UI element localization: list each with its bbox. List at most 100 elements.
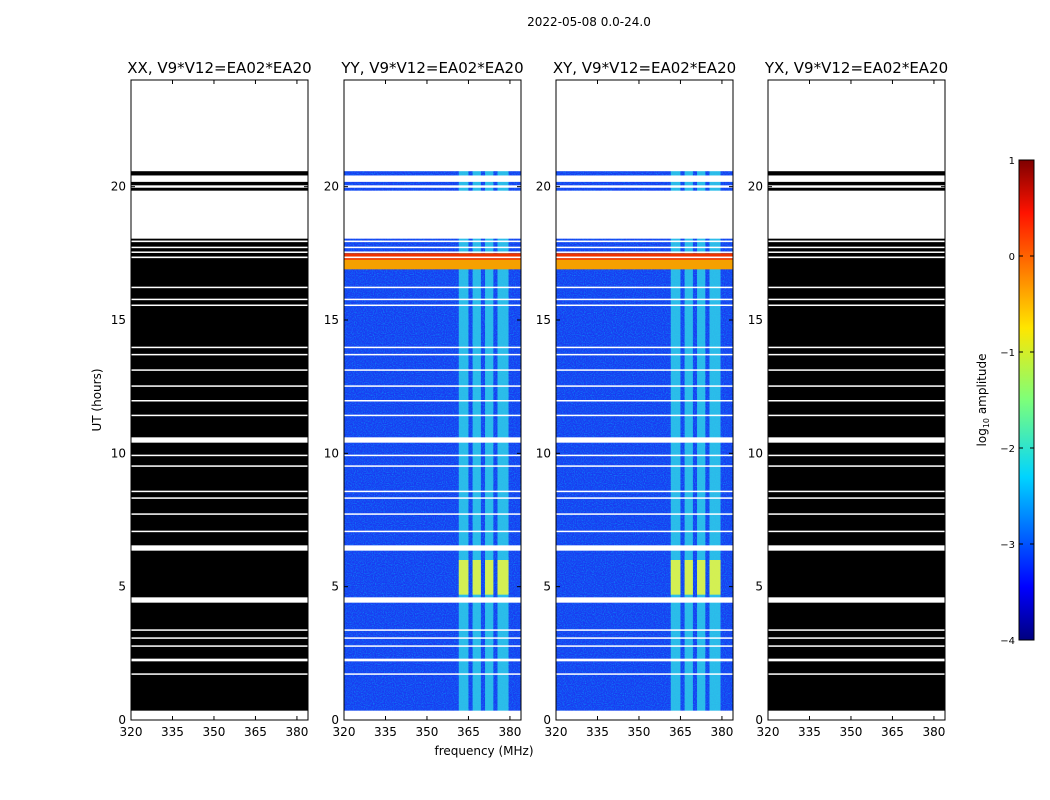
data-gap: [556, 385, 733, 387]
data-gap: [768, 251, 945, 253]
x-tick-label: 380: [498, 725, 521, 739]
x-tick-label: 380: [710, 725, 733, 739]
data-gap: [131, 513, 308, 515]
colorbar-tick-label: −3: [1000, 540, 1015, 551]
data-gap: [131, 414, 308, 417]
colorbar-tick-label: 1: [1009, 156, 1015, 167]
data-gap: [556, 286, 733, 289]
y-tick-label: 5: [543, 580, 551, 594]
panel-2: YY, V9*V12=EA02*EA20 320 335 350 365 380 0 5 10 1…: [324, 59, 524, 739]
colorbar-tick-label: 0: [1009, 252, 1015, 263]
data-gap: [344, 465, 521, 467]
data-gap: [131, 597, 308, 603]
data-gap: [768, 645, 945, 647]
data-gap: [344, 369, 521, 371]
data-gap: [131, 251, 308, 253]
y-tick-label: 15: [111, 313, 126, 327]
panel-image: [556, 80, 733, 720]
data-gap: [768, 710, 945, 720]
data-gap: [344, 497, 521, 499]
data-gap: [556, 369, 733, 371]
colorbar-label-log: log: [975, 428, 989, 446]
data-gap: [344, 454, 521, 457]
data-gap: [344, 710, 521, 720]
y-tick-label: 20: [324, 180, 339, 194]
data-gap: [344, 256, 521, 259]
panel-title: YX, V9*V12=EA02*EA20: [764, 59, 948, 77]
data-gap: [768, 513, 945, 515]
data-gap: [131, 353, 308, 356]
x-tick-label: 335: [798, 725, 821, 739]
data-gap: [556, 346, 733, 349]
data-gap: [768, 465, 945, 467]
data-gap: [556, 629, 733, 631]
data-gap: [768, 597, 945, 603]
x-tick-label: 365: [244, 725, 267, 739]
data-gap: [344, 304, 521, 307]
colorbar-gradient: [1018, 159, 1035, 641]
y-tick-label: 10: [111, 446, 126, 460]
y-tick-label: 10: [536, 446, 551, 460]
figure-suptitle: 2022-05-08 0.0-24.0: [527, 15, 651, 29]
data-gap: [556, 645, 733, 647]
x-axis-label: frequency (MHz): [434, 744, 533, 758]
data-gap: [556, 246, 733, 249]
data-gap: [768, 286, 945, 289]
data-gap: [344, 545, 521, 551]
data-gap: [768, 545, 945, 551]
data-gap: [131, 629, 308, 631]
panel-frame: [555, 79, 734, 721]
data-gap: [344, 80, 521, 172]
data-gap: [556, 490, 733, 493]
data-gap: [768, 80, 945, 172]
data-gap: [556, 190, 733, 239]
colorbar: −4 −3 −2 −1 0 1 log10 amplitude: [975, 156, 1035, 647]
data-gap: [768, 175, 945, 182]
x-tick-label: 320: [757, 725, 780, 739]
x-tick-label: 320: [120, 725, 143, 739]
data-gap: [556, 80, 733, 172]
panel-image: [344, 80, 521, 720]
x-tick-label: 380: [922, 725, 945, 739]
data-gap: [768, 246, 945, 249]
data-gap: [768, 190, 945, 239]
data-gap: [344, 286, 521, 289]
y-tick-label: 0: [331, 713, 339, 727]
panel-image: [768, 80, 945, 720]
data-gap: [556, 454, 733, 457]
data-gap: [131, 190, 308, 239]
rfi-enhanced: [485, 560, 494, 595]
data-gap: [344, 353, 521, 356]
data-gap: [131, 454, 308, 457]
data-gap: [344, 190, 521, 239]
panel-frame: [767, 79, 946, 721]
data-gap: [768, 369, 945, 371]
data-gap: [344, 645, 521, 647]
data-gap: [131, 400, 308, 402]
colorbar-label-rest: amplitude: [975, 354, 989, 418]
data-gap: [768, 353, 945, 356]
y-tick-label: 0: [755, 713, 763, 727]
y-tick-label: 20: [111, 180, 126, 194]
y-axis-label: UT (hours): [90, 368, 104, 431]
x-tick-label: 350: [203, 725, 226, 739]
y-tick-label: 10: [748, 446, 763, 460]
x-tick-label: 320: [545, 725, 568, 739]
data-gap: [556, 304, 733, 307]
data-gap: [556, 400, 733, 402]
colorbar-ticks: −4 −3 −2 −1 0 1: [1000, 156, 1034, 647]
y-tick-label: 20: [536, 180, 551, 194]
colorbar-label: log10 amplitude: [975, 354, 991, 447]
data-gap: [344, 400, 521, 402]
data-gap: [556, 240, 733, 243]
data-gap: [556, 465, 733, 467]
y-tick-label: 15: [748, 313, 763, 327]
data-gap: [131, 465, 308, 467]
panel-4: YX, V9*V12=EA02*EA20 320 335 350 365 380 0 5 10 1…: [748, 59, 948, 739]
y-tick-label: 5: [755, 580, 763, 594]
panel-3: XY, V9*V12=EA02*EA20 320 335 350 365 380 0 5 10 1…: [536, 59, 736, 739]
panel-frame: [343, 79, 522, 721]
data-gap: [131, 437, 308, 443]
x-tick-label: 335: [586, 725, 609, 739]
y-tick-label: 20: [748, 180, 763, 194]
